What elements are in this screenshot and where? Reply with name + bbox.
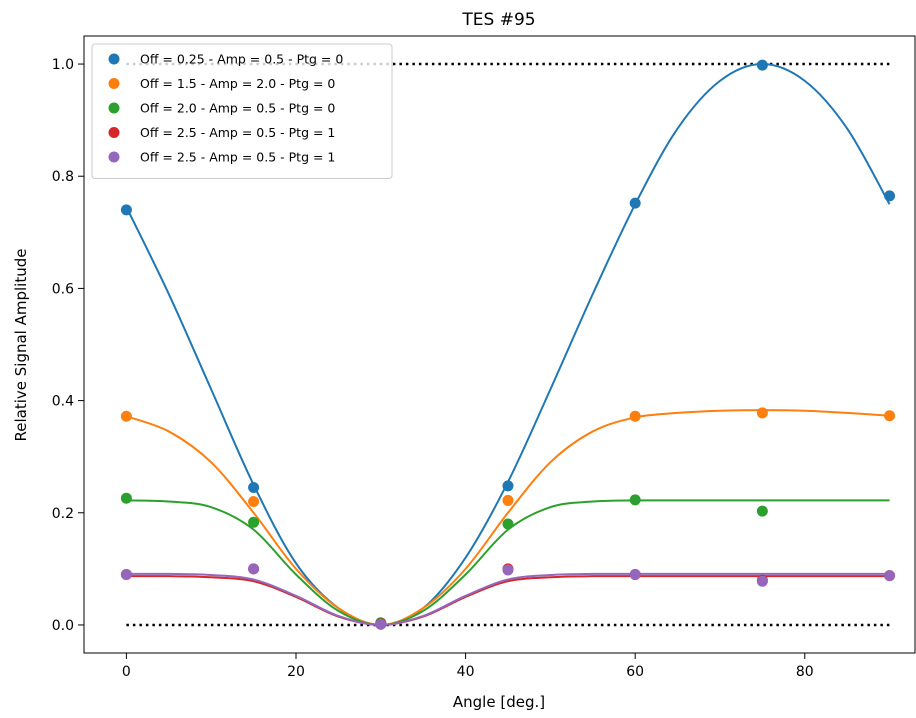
data-point-series-2 [629,494,641,506]
legend: Off = 0.25 - Amp = 0.5 - Ptg = 0 Off = 1.… [91,43,393,179]
data-point-series-4 [629,568,641,580]
data-point-series-0 [120,204,132,216]
data-point-series-0 [248,482,260,494]
fit-line-series-2 [126,499,890,626]
data-point-series-4 [756,575,768,587]
legend-label: Off = 2.0 - Amp = 0.5 - Ptg = 0 [140,101,335,116]
data-point-series-4 [248,563,260,575]
data-point-series-1 [502,494,514,506]
legend-marker [108,102,120,114]
y-tick-label: 1.0 [52,57,74,73]
x-tick-label: 40 [457,664,475,680]
data-point-series-1 [248,496,260,508]
y-tick-label: 0.4 [52,394,74,410]
data-point-series-1 [120,410,132,422]
y-tick-label: 0.0 [52,618,74,634]
data-point-series-0 [629,197,641,209]
y-axis-ticks: 0.0 0.2 0.4 0.6 0.8 1.0 [52,57,84,634]
data-point-series-1 [884,410,896,422]
x-axis-ticks: 0 20 40 60 80 [122,653,814,680]
data-point-series-4 [502,564,514,576]
x-tick-label: 0 [122,664,131,680]
plot-area [120,59,896,630]
x-axis-label: Angle [deg.] [453,693,545,711]
data-point-series-0 [502,480,514,492]
y-tick-label: 0.2 [52,506,74,522]
data-point-series-2 [120,492,132,504]
legend-marker [108,127,120,138]
data-points [120,59,896,630]
legend-label: Off = 2.5 - Amp = 0.5 - Ptg = 1 [140,150,335,165]
y-tick-label: 0.6 [52,281,74,297]
chart-title: TES #95 [461,10,535,30]
legend-label: Off = 2.5 - Amp = 0.5 - Ptg = 1 [140,125,335,140]
x-tick-label: 20 [287,664,305,680]
data-point-series-0 [756,59,768,71]
data-point-series-2 [248,516,260,528]
x-tick-label: 80 [796,664,814,680]
x-tick-label: 60 [626,664,644,680]
data-point-series-2 [502,518,514,530]
data-point-series-1 [629,410,641,422]
legend-label: Off = 0.25 - Amp = 0.5 - Ptg = 0 [140,52,343,67]
data-point-series-2 [756,505,768,517]
y-axis-label: Relative Signal Amplitude [12,249,30,442]
plot-frame [83,35,916,654]
data-point-series-0 [884,190,896,202]
legend-label: Off = 1.5 - Amp = 2.0 - Ptg = 0 [140,76,335,91]
data-point-series-4 [884,570,896,582]
data-point-series-1 [756,407,768,419]
legend-box [91,43,393,179]
legend-marker [108,78,120,89]
legend-marker [108,151,120,163]
legend-marker [108,53,120,65]
y-tick-label: 0.8 [52,169,74,185]
data-point-series-4 [375,618,387,630]
data-point-series-4 [120,568,132,580]
fit-line-series-4 [126,572,890,626]
